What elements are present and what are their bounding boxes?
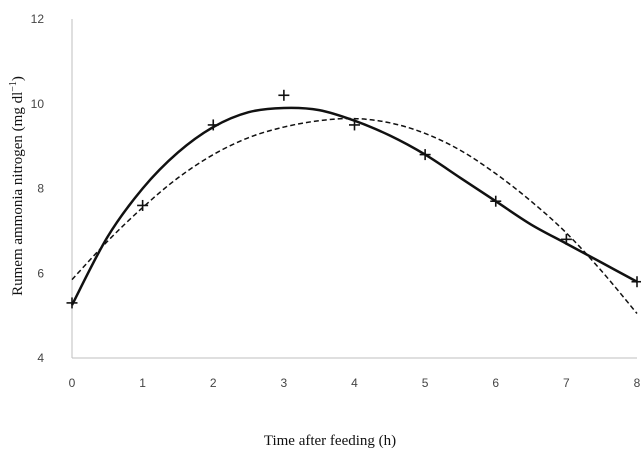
y-axis-label-superscript: −1 — [8, 81, 19, 92]
data-point-marker — [349, 119, 360, 131]
x-tick-label: 5 — [422, 376, 429, 390]
x-tick-labels: 0 1 2 3 4 5 6 7 8 — [69, 376, 641, 390]
y-axis-label: Rumem ammonia nitrogen (mg dl−1) — [8, 76, 26, 296]
axes — [71, 19, 637, 359]
y-tick-label: 10 — [31, 97, 45, 111]
data-point-marker — [66, 297, 78, 309]
y-tick-labels: 4 6 8 10 12 — [31, 12, 45, 365]
x-axis-label: Time after feeding (h) — [264, 433, 396, 449]
data-point-marker — [278, 89, 290, 101]
data-point-marker — [207, 119, 219, 131]
series-layer — [70, 106, 638, 314]
y-axis-label-close: ) — [10, 76, 26, 81]
y-axis-label-main: Rumem ammonia nitrogen (mg dl — [10, 92, 26, 296]
data-point-marker — [631, 276, 641, 288]
solid-fit-line — [70, 106, 638, 306]
y-tick-label: 6 — [37, 266, 44, 280]
x-tick-label: 0 — [69, 376, 76, 390]
x-tick-label: 1 — [139, 376, 146, 390]
data-point-marker — [560, 233, 572, 245]
y-tick-label: 12 — [31, 12, 45, 26]
data-point-marker — [137, 199, 149, 211]
x-tick-label: 3 — [281, 376, 288, 390]
data-point-marker — [419, 149, 431, 161]
y-tick-label: 8 — [37, 182, 44, 196]
marker-layer — [66, 89, 641, 309]
data-point-marker — [490, 195, 502, 207]
x-tick-label: 8 — [634, 376, 641, 390]
x-tick-label: 4 — [351, 376, 358, 390]
x-tick-label: 2 — [210, 376, 217, 390]
x-tick-label: 7 — [563, 376, 570, 390]
x-tick-label: 6 — [492, 376, 499, 390]
dashed-fit-line — [71, 117, 638, 314]
y-tick-label: 4 — [37, 351, 44, 365]
